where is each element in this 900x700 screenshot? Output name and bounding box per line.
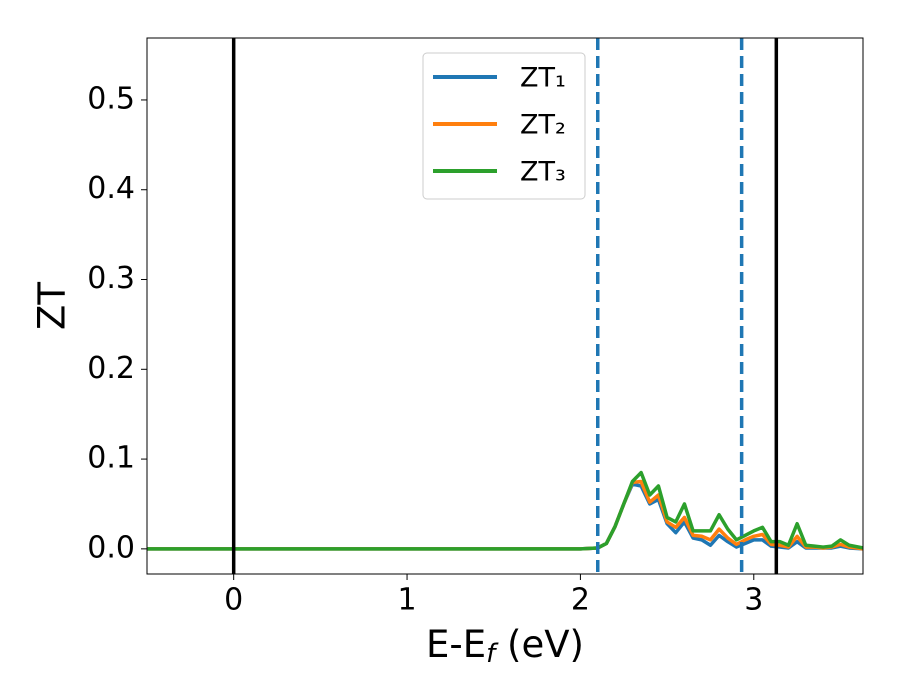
x-tick-label: 3: [744, 583, 763, 618]
y-tick-label: 0.1: [87, 441, 135, 476]
x-label-part: (eV): [495, 623, 584, 666]
y-tick-label: 0.5: [87, 81, 135, 116]
x-tick-label: 2: [571, 583, 590, 618]
x-axis-label: E-Ef (eV): [426, 623, 584, 669]
y-axis-label: ZT: [31, 282, 74, 330]
x-tick-label: 1: [398, 583, 417, 618]
series-line: [147, 482, 863, 551]
legend-label: ZT₃: [520, 157, 566, 188]
legend-label: ZT₁: [520, 63, 566, 94]
y-tick-label: 0.4: [87, 171, 135, 206]
y-tick-label: 0.0: [87, 530, 135, 565]
x-label-part: E-E: [426, 623, 486, 666]
series-line: [147, 470, 863, 551]
y-tick-label: 0.2: [87, 351, 135, 386]
plot-frame: [146, 37, 864, 575]
legend-label: ZT₂: [520, 110, 566, 141]
y-tick-label: 0.3: [87, 261, 135, 296]
legend-box: [422, 52, 586, 200]
x-tick-label: 0: [224, 583, 243, 618]
